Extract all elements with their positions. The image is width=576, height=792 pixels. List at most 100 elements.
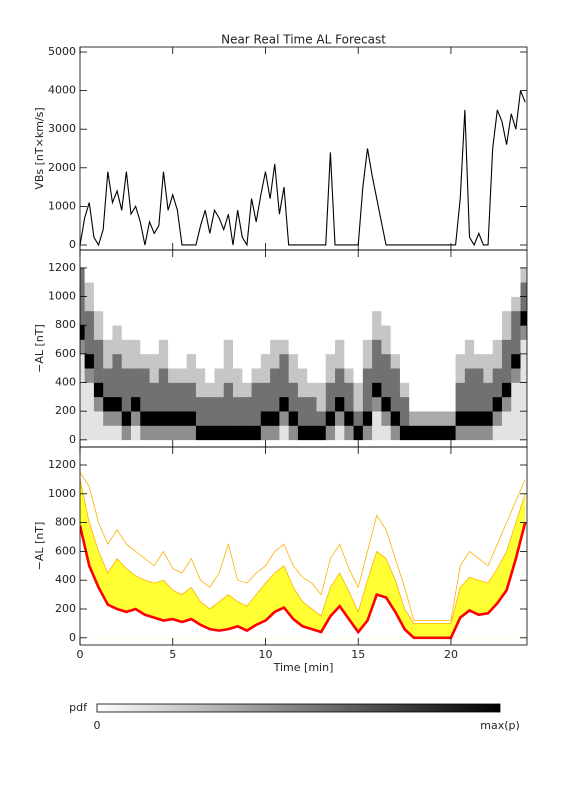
heat-cell <box>251 396 262 412</box>
heat-cell <box>131 296 141 312</box>
heat-cell <box>186 267 197 283</box>
heat-cell <box>511 353 521 369</box>
heat-cell <box>353 368 364 383</box>
heat-cell <box>84 382 95 398</box>
heat-cell <box>103 411 113 426</box>
heat-cell <box>251 368 262 383</box>
heat-cell <box>103 396 113 412</box>
heat-cell <box>316 396 327 412</box>
heat-cell <box>372 310 382 326</box>
heat-cell <box>260 282 271 297</box>
heat-cell <box>427 425 438 441</box>
heat-cell <box>307 267 317 283</box>
heat-cell <box>158 267 169 283</box>
heat-cell <box>80 339 85 355</box>
heat-cell <box>177 368 187 383</box>
heat-cell <box>186 325 197 340</box>
heat-cell <box>279 368 289 383</box>
heat-cell <box>288 396 299 412</box>
heat-cell <box>390 425 401 441</box>
heat-cell <box>186 425 197 441</box>
heat-cell <box>483 396 493 412</box>
heat-cell <box>307 411 317 426</box>
heat-cell <box>492 267 503 283</box>
heat-cell <box>168 310 178 326</box>
heat-cell <box>270 353 280 369</box>
heat-cell <box>93 339 104 355</box>
heat-cell <box>195 296 206 312</box>
heat-cell <box>297 310 308 326</box>
heat-cell <box>158 310 169 326</box>
heat-cell <box>80 396 85 412</box>
heat-cell <box>186 339 197 355</box>
heat-cell <box>205 282 215 297</box>
heat-cell <box>80 296 85 312</box>
colorbar-label: pdf <box>69 701 88 714</box>
heat-cell <box>233 310 243 326</box>
heat-cell <box>381 396 391 412</box>
heat-cell <box>214 325 225 340</box>
heat-cell <box>140 382 150 398</box>
y-tick-label: 600 <box>55 347 76 360</box>
heat-cell <box>168 382 178 398</box>
heat-cell <box>335 296 345 312</box>
heat-cell <box>260 411 271 426</box>
heat-cell <box>418 425 429 441</box>
heat-cell <box>399 353 410 369</box>
heat-cell <box>464 425 475 441</box>
heat-cell <box>437 282 447 297</box>
heat-cell <box>399 282 410 297</box>
heat-cell <box>381 325 391 340</box>
heat-cell <box>103 339 113 355</box>
heat-cell <box>288 296 299 312</box>
heat-cell <box>325 282 336 297</box>
heat-cell <box>483 339 493 355</box>
heat-cell <box>418 339 429 355</box>
heat-cell <box>418 325 429 340</box>
heat-cell <box>381 267 391 283</box>
heat-cell <box>353 267 364 283</box>
heat-cell <box>140 425 150 441</box>
heat-cell <box>492 382 503 398</box>
heat-cell <box>260 339 271 355</box>
heat-cell <box>390 411 401 426</box>
heat-cell <box>520 339 527 355</box>
heat-cell <box>260 296 271 312</box>
heat-cell <box>418 310 429 326</box>
heat-cell <box>501 382 512 398</box>
heat-cell <box>409 267 419 283</box>
heat-cell <box>362 411 373 426</box>
heat-cell <box>335 368 345 383</box>
heat-cell <box>279 353 289 369</box>
heat-cell <box>84 267 95 283</box>
heat-cell <box>103 382 113 398</box>
heat-cell <box>233 425 243 441</box>
heat-cell <box>214 353 225 369</box>
heat-cell <box>520 310 527 326</box>
heat-cell <box>177 296 187 312</box>
heat-cell <box>214 296 225 312</box>
heat-cell <box>84 310 95 326</box>
heat-cell <box>418 396 429 412</box>
heat-cell <box>297 296 308 312</box>
heat-cell <box>446 411 456 426</box>
heat-cell <box>325 296 336 312</box>
heat-cell <box>121 368 132 383</box>
heat-cell <box>381 411 391 426</box>
heat-cell <box>409 353 419 369</box>
heat-cell <box>455 425 466 441</box>
heat-cell <box>195 382 206 398</box>
heat-cell <box>372 396 382 412</box>
heat-cell <box>427 353 438 369</box>
heat-cell <box>437 411 447 426</box>
heat-cell <box>474 296 484 312</box>
heat-cell <box>121 411 132 426</box>
heat-cell <box>464 382 475 398</box>
heat-cell <box>186 396 197 412</box>
heat-cell <box>427 339 438 355</box>
heat-cell <box>409 382 419 398</box>
heat-cell <box>437 425 447 441</box>
heat-cell <box>149 267 160 283</box>
heat-cell <box>501 425 512 441</box>
heat-cell <box>223 339 234 355</box>
